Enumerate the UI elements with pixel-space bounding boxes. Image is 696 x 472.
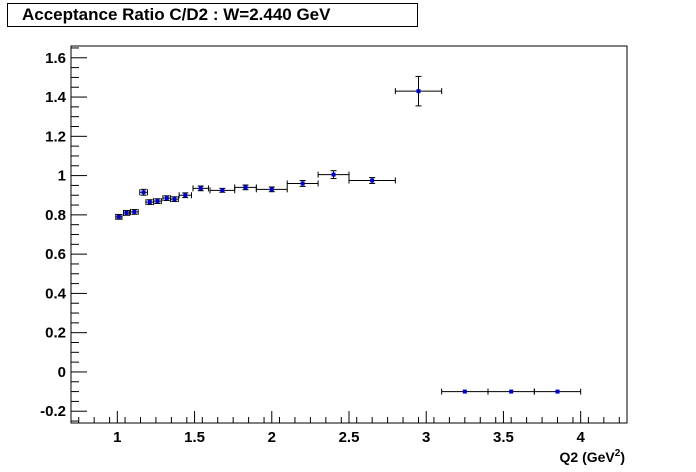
x-tick-label: 3.5 <box>493 429 514 446</box>
data-point <box>220 188 225 193</box>
y-tick-label: 1.2 <box>45 128 66 145</box>
data-point <box>155 199 160 204</box>
y-tick-label: 0 <box>58 364 66 381</box>
x-tick-label: 1 <box>113 429 121 446</box>
y-tick-label: 1.6 <box>45 50 66 67</box>
data-point <box>243 185 248 190</box>
x-tick-label: 2 <box>268 429 276 446</box>
x-axis-title-superscript: 2 <box>615 448 621 459</box>
data-point <box>141 190 146 195</box>
y-tick-label: 0.2 <box>45 325 66 342</box>
y-tick-label: 0.4 <box>45 285 67 302</box>
y-axis: -0.2 0 0.2 0.4 0.6 0.8 1 1.2 1.4 1.6 <box>40 47 87 422</box>
y-tick-label: 0.6 <box>45 246 66 263</box>
data-point <box>416 89 421 94</box>
data-point <box>172 197 177 202</box>
data-point <box>509 389 514 394</box>
x-axis: 1 1.5 2 2.5 3 3.5 4 <box>78 411 620 446</box>
x-axis-title: Q2 (GeV2) <box>560 448 625 465</box>
y-tick-label: -0.2 <box>40 403 66 420</box>
x-tick-label: 1.5 <box>184 429 205 446</box>
data-point <box>331 172 336 177</box>
y-tick-label: 0.8 <box>45 207 66 224</box>
data-point <box>124 210 129 215</box>
data-point <box>555 389 560 394</box>
chart-title: Acceptance Ratio C/D2 : W=2.440 GeV <box>7 3 418 27</box>
data-point <box>132 209 137 214</box>
y-tick-label: 1.4 <box>45 89 67 106</box>
data-point <box>462 389 467 394</box>
data-point <box>269 187 274 192</box>
data-point <box>370 178 375 183</box>
data-point <box>147 200 152 205</box>
x-tick-label: 3 <box>422 429 430 446</box>
x-tick-label: 4 <box>576 429 585 446</box>
x-axis-title-text: Q2 (GeV <box>560 449 616 465</box>
y-tick-label: 1 <box>58 168 66 185</box>
x-tick-label: 2.5 <box>339 429 360 446</box>
plot-frame <box>70 45 628 424</box>
data-point <box>300 181 305 186</box>
data-point <box>164 196 169 201</box>
data-point <box>183 193 188 198</box>
x-axis-title-close: ) <box>620 449 625 465</box>
data-point <box>116 214 121 219</box>
data-point <box>198 186 203 191</box>
data-points <box>115 75 582 395</box>
